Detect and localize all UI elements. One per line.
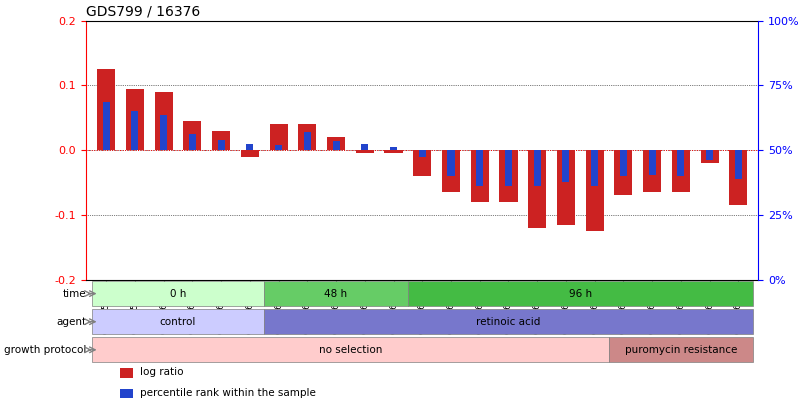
Bar [533, 150, 540, 186]
Bar [585, 150, 603, 231]
Bar [648, 150, 655, 175]
Text: percentile rank within the sample: percentile rank within the sample [140, 388, 316, 398]
Text: 48 h: 48 h [324, 289, 347, 298]
Text: 96 h: 96 h [568, 289, 591, 298]
Bar [384, 150, 402, 153]
Bar [120, 389, 133, 398]
FancyBboxPatch shape [407, 281, 752, 306]
Text: retinoic acid: retinoic acid [475, 317, 540, 327]
Bar [556, 150, 574, 224]
Bar [671, 150, 689, 192]
Bar [442, 150, 459, 192]
Bar [418, 150, 426, 157]
Text: log ratio: log ratio [140, 367, 183, 377]
Bar [699, 150, 718, 163]
Text: GDS799 / 16376: GDS799 / 16376 [86, 4, 200, 18]
Text: time: time [63, 289, 87, 298]
Text: growth protocol: growth protocol [4, 345, 87, 355]
Bar [131, 111, 138, 150]
Bar [327, 137, 344, 150]
Bar [355, 150, 373, 153]
Text: control: control [160, 317, 196, 327]
Bar [413, 150, 430, 176]
Bar [389, 147, 397, 150]
FancyBboxPatch shape [92, 281, 264, 306]
Bar [332, 141, 339, 150]
Bar [590, 150, 597, 186]
Bar [183, 121, 201, 150]
Bar [642, 150, 660, 192]
Bar [734, 150, 741, 179]
FancyBboxPatch shape [609, 337, 752, 362]
Text: 0 h: 0 h [169, 289, 186, 298]
Bar [240, 150, 259, 157]
Text: no selection: no selection [318, 345, 381, 355]
Bar [304, 132, 311, 150]
Bar [97, 69, 115, 150]
Text: agent: agent [56, 317, 87, 327]
FancyBboxPatch shape [92, 309, 264, 335]
Bar [499, 150, 517, 202]
Bar [212, 131, 230, 150]
Bar [125, 89, 144, 150]
FancyBboxPatch shape [264, 309, 752, 335]
Bar [619, 150, 626, 176]
Bar [528, 150, 545, 228]
Bar [218, 141, 224, 150]
Bar [298, 124, 316, 150]
FancyBboxPatch shape [264, 281, 407, 306]
Bar [677, 150, 683, 176]
Bar [562, 150, 569, 183]
Bar [246, 144, 253, 150]
Bar [705, 150, 712, 160]
Bar [269, 124, 287, 150]
Bar [613, 150, 632, 196]
Bar [120, 368, 133, 377]
Bar [470, 150, 488, 202]
Bar [361, 144, 368, 150]
Bar [103, 102, 109, 150]
Bar [504, 150, 512, 186]
Text: puromycin resistance: puromycin resistance [624, 345, 736, 355]
Bar [275, 145, 282, 150]
Bar [154, 92, 173, 150]
FancyBboxPatch shape [92, 337, 609, 362]
Bar [475, 150, 483, 186]
Bar [160, 115, 167, 150]
Bar [447, 150, 454, 176]
Bar [189, 134, 196, 150]
Bar [728, 150, 747, 205]
